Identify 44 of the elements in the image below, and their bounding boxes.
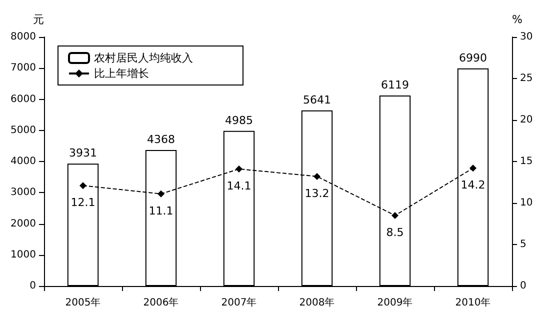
point [470, 164, 476, 172]
y-tick-label: 1000 [10, 249, 36, 260]
x-tick-label: 2008年 [299, 296, 335, 308]
data-label: 5641 [303, 93, 331, 106]
data-label: 13.2 [304, 186, 330, 200]
y-tick-label: 6000 [10, 94, 36, 105]
x-tick-label: 2007年 [221, 296, 257, 308]
y2-tick-label: 5 [520, 239, 526, 250]
y-tick-label: 8000 [10, 32, 36, 42]
y2-tick-label: 10 [520, 198, 533, 208]
y2-axis-title: % [512, 13, 522, 26]
x-tick-label: 2009年 [377, 296, 413, 308]
data-label: 14.2 [460, 178, 486, 192]
x-tick-label: 2005年 [65, 296, 101, 308]
x-tick-label: 2006年 [143, 296, 179, 308]
y-tick-label: 0 [30, 280, 36, 292]
y-tick-label: 3000 [10, 187, 36, 198]
y2-tick-label: 0 [520, 280, 526, 292]
y-axis-title: 元 [33, 13, 44, 26]
y2-tick-label: 25 [520, 73, 533, 84]
data-label: 8.5 [386, 226, 404, 239]
y-tick-label: 4000 [10, 156, 36, 167]
y2-tick-label: 20 [520, 114, 533, 126]
point [80, 182, 86, 190]
point [392, 212, 398, 219]
x-tick-label: 2010年 [455, 296, 491, 308]
y-tick-label: 7000 [10, 62, 36, 74]
data-label: 4985 [225, 114, 253, 127]
legend-label: 比上年增长 [94, 67, 149, 80]
data-label: 6990 [459, 51, 487, 64]
data-label: 3931 [69, 146, 97, 160]
y2-tick-label: 30 [520, 32, 533, 42]
y-tick-label: 2000 [10, 218, 36, 230]
point [314, 172, 320, 180]
data-label: 12.1 [70, 196, 96, 210]
y2-tick-label: 15 [520, 156, 533, 167]
data-label: 6119 [381, 78, 409, 92]
data-label: 11.1 [148, 204, 174, 218]
data-label: 14.1 [226, 179, 252, 192]
data-label: 4368 [147, 133, 175, 146]
y-tick-label: 5000 [10, 124, 36, 136]
point [158, 190, 164, 198]
legend-label: 农村居民人均纯收入 [94, 52, 193, 64]
point [236, 165, 242, 172]
